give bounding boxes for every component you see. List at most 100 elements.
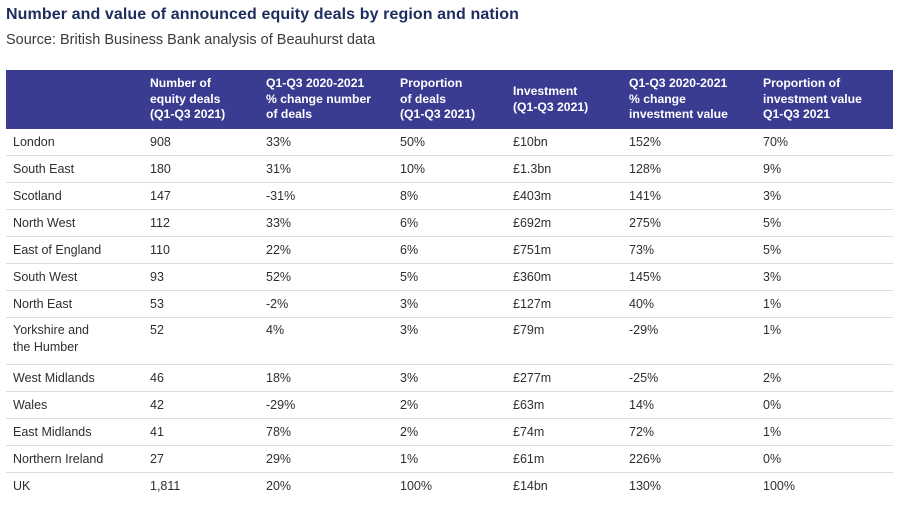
cell-proportion-investment-value: 5%	[763, 236, 893, 264]
cell-change-number-of-deals: -31%	[266, 182, 400, 210]
cell-proportion-of-deals: 50%	[400, 129, 513, 156]
cell-region: Wales	[6, 391, 150, 419]
cell-investment: £79m	[513, 317, 629, 365]
cell-change-number-of-deals: 22%	[266, 236, 400, 264]
page-title: Number and value of announced equity dea…	[6, 6, 520, 23]
cell-region: North East	[6, 290, 150, 318]
cell-investment: £277m	[513, 364, 629, 392]
table-row: Yorkshire and the Humber 52 4% 3% £79m -29% 1%	[6, 317, 893, 365]
cell-change-investment-value: -29%	[629, 317, 763, 365]
cell-proportion-of-deals: 2%	[400, 391, 513, 419]
cell-proportion-of-deals: 3%	[400, 364, 513, 392]
cell-proportion-of-deals: 6%	[400, 236, 513, 264]
cell-proportion-of-deals: 5%	[400, 263, 513, 291]
cell-investment: £692m	[513, 209, 629, 237]
cell-proportion-investment-value: 3%	[763, 263, 893, 291]
cell-number-of-deals: 112	[150, 209, 266, 237]
header-change-number-of-deals: Q1-Q3 2020-2021 % change number of deals	[266, 76, 371, 122]
cell-proportion-of-deals: 100%	[400, 478, 432, 493]
cell-region: South West	[6, 263, 150, 291]
cell-proportion-investment-value: 1%	[763, 290, 893, 318]
cell-change-investment-value: 130%	[629, 478, 661, 493]
cell-proportion-investment-value: 3%	[763, 182, 893, 210]
cell-number-of-deals: 93	[150, 263, 266, 291]
cell-number-of-deals: 53	[150, 290, 266, 318]
cell-proportion-of-deals: 10%	[400, 155, 513, 183]
header-investment: Investment (Q1-Q3 2021)	[513, 84, 589, 114]
cell-proportion-investment-value: 1%	[763, 317, 893, 365]
cell-region: Northern Ireland	[6, 445, 150, 473]
cell-change-number-of-deals: 33%	[266, 209, 400, 237]
cell-proportion-investment-value: 1%	[763, 418, 893, 446]
cell-region: East Midlands	[6, 418, 150, 446]
cell-change-number-of-deals: 78%	[266, 418, 400, 446]
cell-proportion-investment-value: 2%	[763, 364, 893, 392]
header-proportion-of-deals: Proportion of deals (Q1-Q3 2021)	[400, 76, 476, 122]
cell-number-of-deals: 42	[150, 391, 266, 419]
table-row: South West 93 52% 5% £360m 145% 3%	[6, 263, 893, 291]
cell-proportion-investment-value: 100%	[763, 478, 795, 493]
cell-investment: £63m	[513, 391, 629, 419]
table-row: West Midlands 46 18% 3% £277m -25% 2%	[6, 364, 893, 392]
cell-number-of-deals: 41	[150, 418, 266, 446]
cell-investment: £74m	[513, 418, 629, 446]
table-row: Wales 42 -29% 2% £63m 14% 0%	[6, 391, 893, 419]
cell-investment: £14bn	[513, 478, 548, 493]
cell-region: East of England	[6, 236, 150, 264]
cell-change-number-of-deals: 20%	[266, 478, 292, 493]
equity-deals-table: Number of equity deals (Q1-Q3 2021) Q1-Q…	[6, 70, 893, 499]
cell-number-of-deals: 147	[150, 182, 266, 210]
cell-change-number-of-deals: 29%	[266, 445, 400, 473]
table-row: London 908 33% 50% £10bn 152% 70%	[6, 129, 893, 156]
cell-change-number-of-deals: 18%	[266, 364, 400, 392]
table-row: Scotland 147 -31% 8% £403m 141% 3%	[6, 182, 893, 210]
cell-change-number-of-deals: -2%	[266, 290, 400, 318]
cell-number-of-deals: 46	[150, 364, 266, 392]
header-number-of-deals: Number of equity deals (Q1-Q3 2021)	[150, 76, 226, 122]
cell-proportion-investment-value: 70%	[763, 129, 893, 156]
header-proportion-investment-value: Proportion of investment value Q1-Q3 202…	[763, 76, 862, 122]
cell-region: South East	[6, 155, 150, 183]
cell-proportion-of-deals: 2%	[400, 418, 513, 446]
cell-investment: £61m	[513, 445, 629, 473]
cell-proportion-of-deals: 3%	[400, 317, 513, 365]
table-row: UK 1,811 20% 100% £14bn 130% 100%	[6, 473, 893, 500]
cell-investment: £751m	[513, 236, 629, 264]
cell-number-of-deals: 180	[150, 155, 266, 183]
cell-change-number-of-deals: 33%	[266, 129, 400, 156]
cell-change-number-of-deals: -29%	[266, 391, 400, 419]
cell-region: Yorkshire and the Humber	[6, 317, 150, 365]
cell-change-number-of-deals: 52%	[266, 263, 400, 291]
cell-region: Scotland	[6, 182, 150, 210]
cell-proportion-investment-value: 0%	[763, 445, 893, 473]
cell-region: UK	[13, 478, 31, 493]
cell-number-of-deals: 27	[150, 445, 266, 473]
cell-proportion-of-deals: 6%	[400, 209, 513, 237]
cell-proportion-of-deals: 3%	[400, 290, 513, 318]
cell-change-number-of-deals: 31%	[266, 155, 400, 183]
cell-investment: £403m	[513, 182, 629, 210]
table-row: Northern Ireland 27 29% 1% £61m 226% 0%	[6, 445, 893, 473]
cell-proportion-of-deals: 8%	[400, 182, 513, 210]
cell-change-investment-value: 226%	[629, 445, 763, 473]
cell-number-of-deals: 1,811	[150, 478, 181, 493]
header-change-investment-value: Q1-Q3 2020-2021 % change investment valu…	[629, 76, 728, 122]
table-row: North East 53 -2% 3% £127m 40% 1%	[6, 290, 893, 318]
cell-investment: £1.3bn	[513, 155, 629, 183]
cell-change-investment-value: 141%	[629, 182, 763, 210]
cell-proportion-investment-value: 5%	[763, 209, 893, 237]
cell-number-of-deals: 908	[150, 129, 266, 156]
table-row: East Midlands 41 78% 2% £74m 72% 1%	[6, 418, 893, 446]
page-subtitle: Source: British Business Bank analysis o…	[6, 32, 376, 48]
cell-change-investment-value: 73%	[629, 236, 763, 264]
cell-change-investment-value: -25%	[629, 364, 763, 392]
cell-number-of-deals: 52	[150, 317, 266, 365]
cell-change-investment-value: 152%	[629, 129, 763, 156]
cell-change-investment-value: 72%	[629, 418, 763, 446]
cell-number-of-deals: 110	[150, 236, 266, 264]
cell-change-investment-value: 275%	[629, 209, 763, 237]
cell-change-number-of-deals: 4%	[266, 317, 400, 365]
cell-region: West Midlands	[6, 364, 150, 392]
cell-region: London	[6, 129, 150, 156]
header-region	[6, 70, 150, 129]
